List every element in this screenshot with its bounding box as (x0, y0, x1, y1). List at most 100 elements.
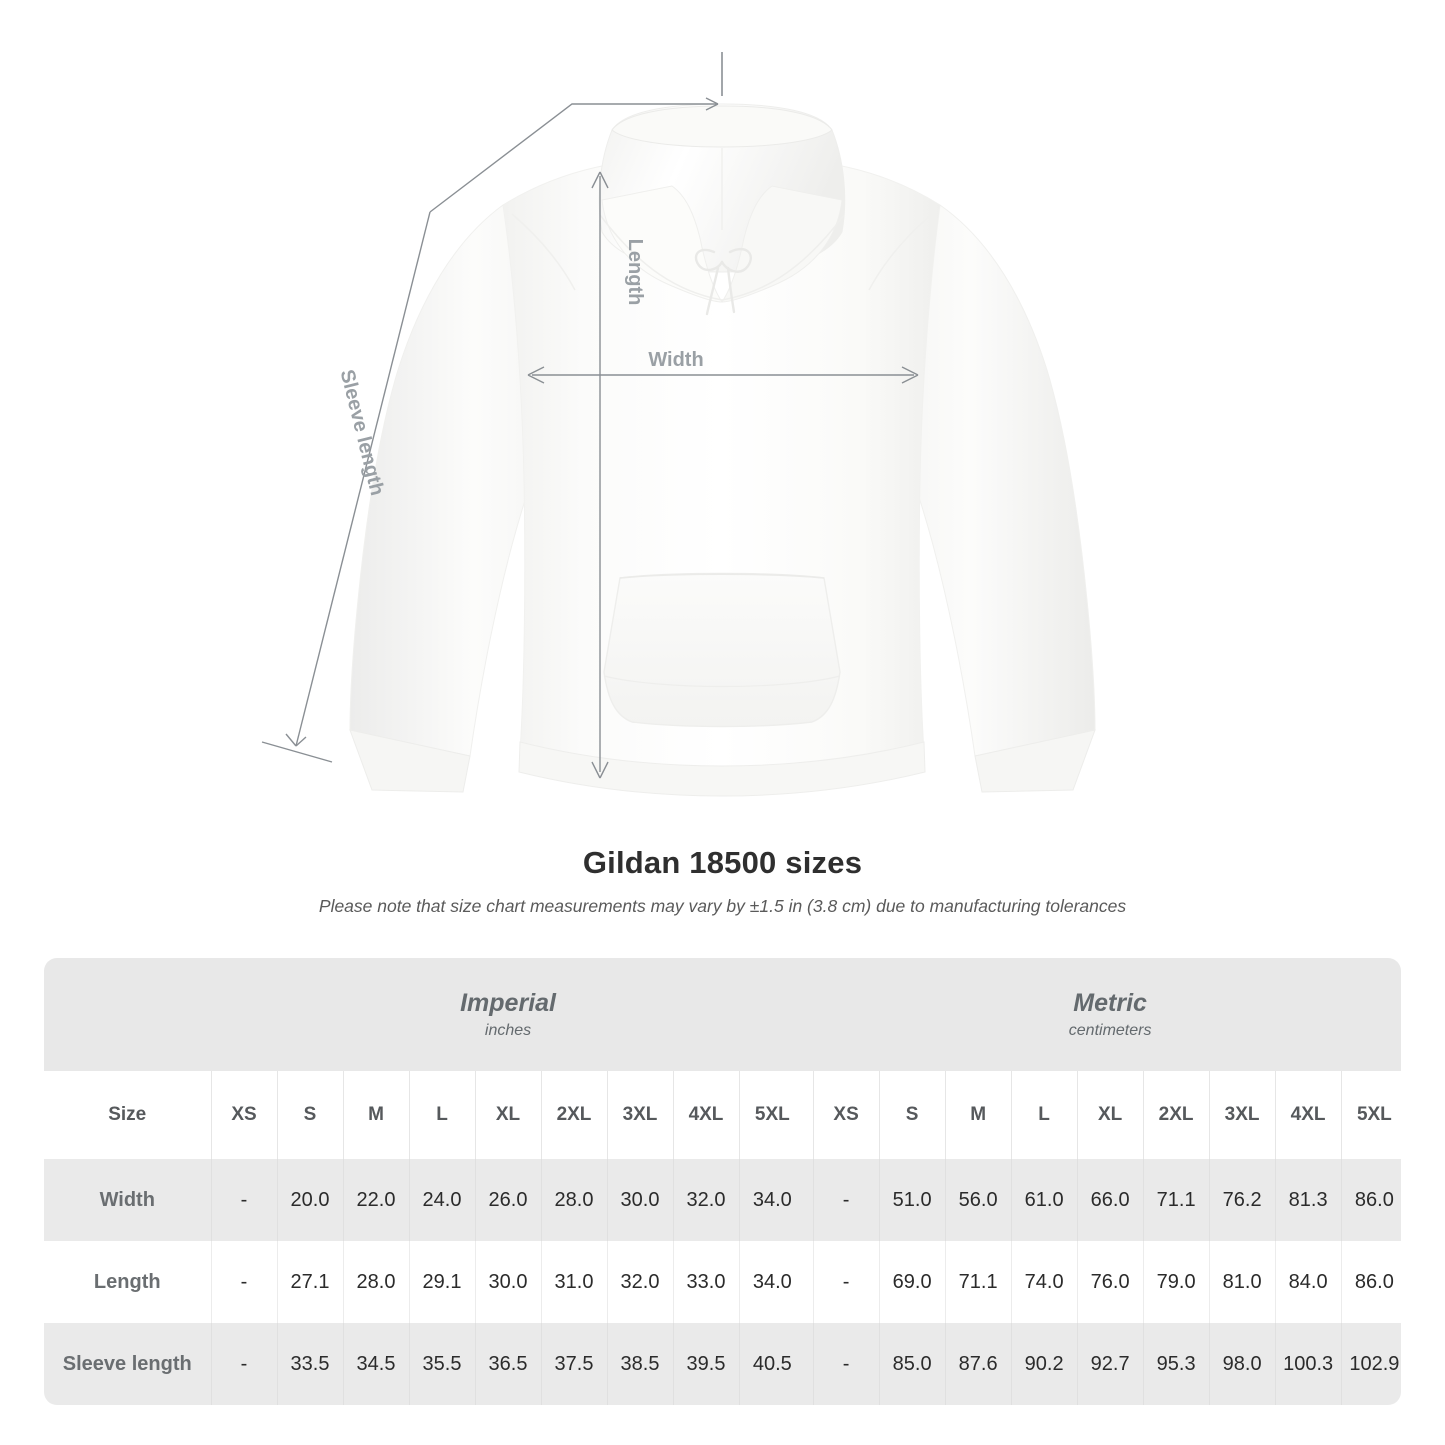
cell-metric-3xl: 76.2 (1208, 1159, 1276, 1241)
cell-imperial-2xl: 28.0 (540, 1159, 607, 1241)
size-header-xl: XL (474, 1071, 541, 1159)
cell-metric-m: 71.1 (944, 1241, 1012, 1323)
unit-name: Imperial (460, 988, 556, 1017)
cell-metric-5xl: 86.0 (1340, 1159, 1401, 1241)
cell-imperial-m: 22.0 (342, 1159, 409, 1241)
size-header-2xl: 2XL (1142, 1071, 1210, 1159)
cell-metric-s: 85.0 (878, 1323, 946, 1405)
hoodie-illustration: Length Width Sleeve length (261, 52, 1096, 797)
unit-header-metric: Metric centimeters (813, 958, 1401, 1071)
size-header-2xl: 2XL (540, 1071, 607, 1159)
cell-imperial-3xl: 32.0 (606, 1241, 673, 1323)
cell-imperial-4xl: 39.5 (672, 1323, 739, 1405)
cell-imperial-l: 24.0 (408, 1159, 475, 1241)
width-label: Width (648, 349, 703, 371)
size-header-s: S (276, 1071, 343, 1159)
size-header-m: M (342, 1071, 409, 1159)
table-row: Length -27.1 28.0 29.1 30.0 31.0 32.0 33.0 34.0-… (44, 1241, 1401, 1323)
unit-gap-cell (805, 1159, 814, 1241)
cell-metric-3xl: 81.0 (1208, 1241, 1276, 1323)
size-header-xs: XS (812, 1071, 880, 1159)
unit-gap-cell (805, 1241, 814, 1323)
measurement-annotations (261, 52, 919, 779)
cell-metric-xl: 92.7 (1076, 1323, 1144, 1405)
cell-imperial-5xl: 40.5 (738, 1323, 806, 1405)
size-header-5xl: 5XL (1340, 1071, 1401, 1159)
cell-imperial-3xl: 30.0 (606, 1159, 673, 1241)
cell-imperial-xs: - (210, 1323, 277, 1405)
cell-imperial-5xl: 34.0 (738, 1241, 806, 1323)
size-header-xs: XS (210, 1071, 277, 1159)
table-row: Width -20.0 22.0 24.0 26.0 28.0 30.0 32.0 34.0-5… (44, 1159, 1401, 1241)
cell-imperial-4xl: 33.0 (672, 1241, 739, 1323)
cell-imperial-3xl: 38.5 (606, 1323, 673, 1405)
cell-imperial-xl: 36.5 (474, 1323, 541, 1405)
unit-name: Metric (1073, 988, 1147, 1017)
size-header-5xl: 5XL (738, 1071, 806, 1159)
size-table: Imperial inches Metric centimeters Size XS S M L… (44, 958, 1401, 1405)
cell-metric-2xl: 95.3 (1142, 1323, 1210, 1405)
unit-header-gap (805, 958, 814, 1071)
cell-metric-l: 61.0 (1010, 1159, 1078, 1241)
cell-metric-4xl: 81.3 (1274, 1159, 1342, 1241)
cell-metric-s: 51.0 (878, 1159, 946, 1241)
size-header-row: Size XS S M L XL 2XL 3XL 4XL 5XL XS S M L XL 2XL 3XL 4XL 5… (44, 1071, 1401, 1159)
width-arrow (527, 366, 919, 384)
size-header-4xl: 4XL (672, 1071, 739, 1159)
cell-imperial-2xl: 37.5 (540, 1323, 607, 1405)
cell-imperial-m: 28.0 (342, 1241, 409, 1323)
row-label-sleeve-length: Sleeve length (44, 1323, 211, 1405)
cell-imperial-xl: 26.0 (474, 1159, 541, 1241)
size-header-4xl: 4XL (1274, 1071, 1342, 1159)
unit-gap-cell (805, 1071, 814, 1159)
cell-metric-m: 87.6 (944, 1323, 1012, 1405)
sleeve-length-arrow (261, 52, 723, 763)
size-header-xl: XL (1076, 1071, 1144, 1159)
cell-imperial-5xl: 34.0 (738, 1159, 806, 1241)
cell-metric-l: 74.0 (1010, 1241, 1078, 1323)
unit-subtitle: centimeters (1068, 1022, 1152, 1040)
cell-metric-xs: - (812, 1323, 880, 1405)
size-header-m: M (944, 1071, 1012, 1159)
size-header-3xl: 3XL (1208, 1071, 1276, 1159)
size-header-l: L (408, 1071, 475, 1159)
cell-metric-xl: 66.0 (1076, 1159, 1144, 1241)
cell-metric-xs: - (812, 1241, 880, 1323)
cell-imperial-4xl: 32.0 (672, 1159, 739, 1241)
chart-title: Gildan 18500 sizes (582, 845, 863, 880)
cell-metric-2xl: 79.0 (1142, 1241, 1210, 1323)
cell-metric-4xl: 100.3 (1274, 1323, 1342, 1405)
cell-imperial-2xl: 31.0 (540, 1241, 607, 1323)
cell-imperial-xs: - (210, 1159, 277, 1241)
garment-diagram: Length Width Sleeve length (261, 52, 1096, 797)
cell-metric-xs: - (812, 1159, 880, 1241)
cell-metric-5xl: 102.9 (1340, 1323, 1401, 1405)
cell-metric-3xl: 98.0 (1208, 1323, 1276, 1405)
table-row: Sleeve length -33.5 34.5 35.5 36.5 37.5 38.5 39… (44, 1323, 1401, 1405)
length-arrow (591, 171, 609, 779)
unit-subtitle: inches (484, 1022, 532, 1040)
cell-imperial-xl: 30.0 (474, 1241, 541, 1323)
cell-metric-2xl: 71.1 (1142, 1159, 1210, 1241)
cell-imperial-l: 35.5 (408, 1323, 475, 1405)
cell-imperial-m: 34.5 (342, 1323, 409, 1405)
cell-imperial-s: 27.1 (276, 1241, 343, 1323)
unit-header-row: Imperial inches Metric centimeters (44, 958, 1401, 1071)
unit-header-imperial: Imperial inches (211, 958, 806, 1071)
unit-gap-cell (805, 1323, 814, 1405)
row-label-length: Length (44, 1241, 211, 1323)
unit-header-spacer (44, 958, 211, 1071)
size-header-s: S (878, 1071, 946, 1159)
cell-metric-l: 90.2 (1010, 1323, 1078, 1405)
length-label: Length (624, 239, 646, 306)
size-header-l: L (1010, 1071, 1078, 1159)
cell-imperial-s: 33.5 (276, 1323, 343, 1405)
row-label-width: Width (44, 1159, 211, 1241)
size-column-header: Size (44, 1071, 211, 1159)
cell-imperial-l: 29.1 (408, 1241, 475, 1323)
sleeve-length-label: Sleeve length (336, 367, 389, 497)
cell-imperial-xs: - (210, 1241, 277, 1323)
cell-imperial-s: 20.0 (276, 1159, 343, 1241)
size-header-3xl: 3XL (606, 1071, 673, 1159)
